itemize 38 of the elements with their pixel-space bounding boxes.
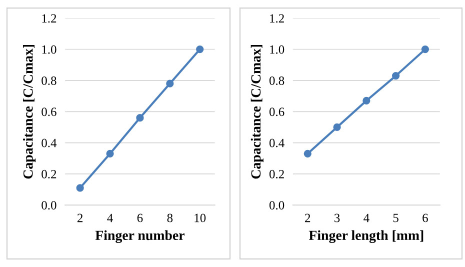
- y-tick-label: 0.8: [269, 76, 284, 85]
- point: [106, 150, 114, 158]
- y-axis-title: Capacitance [C/Cmax]: [250, 44, 264, 179]
- point: [362, 96, 370, 105]
- point: [304, 150, 312, 158]
- x-tick-label: 10: [194, 214, 206, 222]
- y-tick-label: 0.6: [42, 108, 56, 116]
- y-tick-label: 0.6: [269, 108, 284, 116]
- y-tick-label: 0.8: [42, 76, 56, 85]
- y-tick-label: 1.0: [270, 45, 284, 54]
- x-axis-title: Finger length [mm]: [308, 230, 424, 243]
- y-tick-label: 1.2: [270, 14, 284, 23]
- x-tick-label: 8: [167, 214, 173, 222]
- x-tick-label: 6: [422, 214, 428, 222]
- y-tick-label: 1.0: [42, 45, 56, 54]
- y-tick-label: 0.4: [269, 138, 284, 148]
- y-tick-label: 0.2: [269, 170, 284, 178]
- x-tick-label: 2: [305, 214, 310, 222]
- y-tick-label: 0.0: [42, 201, 56, 210]
- x-tick-label: 3: [334, 214, 340, 222]
- x-tick-label: 2: [77, 214, 83, 222]
- x-axis-title: Finger number: [95, 230, 184, 243]
- x-tick-label: 4: [107, 214, 113, 222]
- point: [196, 45, 204, 54]
- point: [333, 123, 341, 131]
- point: [421, 45, 430, 54]
- point: [76, 184, 84, 192]
- y-tick-label: 0.4: [42, 138, 57, 148]
- point: [136, 114, 144, 122]
- y-tick-label: 0.0: [269, 201, 284, 210]
- x-tick-label: 4: [364, 214, 370, 222]
- y-tick-label: 0.2: [42, 170, 56, 178]
- y-tick-label: 1.2: [42, 14, 56, 23]
- x-tick-label: 5: [393, 214, 398, 222]
- point: [166, 80, 174, 88]
- y-axis-title: Capacitance [C/Cmax]: [22, 44, 36, 179]
- point: [392, 72, 400, 80]
- x-tick-label: 6: [137, 214, 143, 222]
